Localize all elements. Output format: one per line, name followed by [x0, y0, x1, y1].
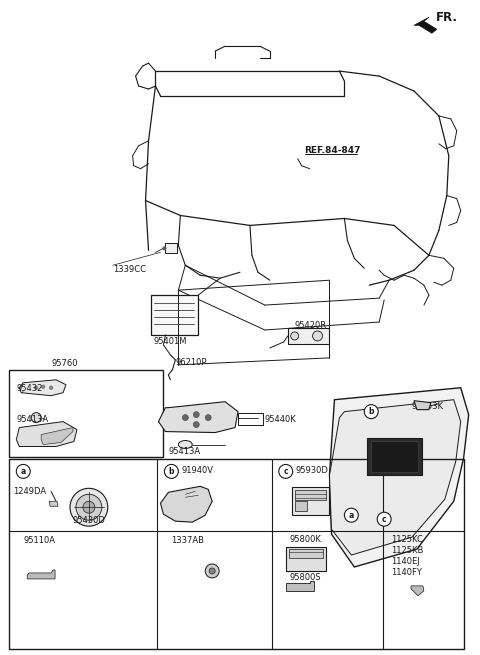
Circle shape	[193, 422, 199, 428]
Text: 1249DA: 1249DA	[13, 487, 47, 496]
Circle shape	[279, 464, 293, 478]
Polygon shape	[286, 581, 313, 591]
Text: 1140EJ: 1140EJ	[391, 557, 420, 566]
Text: 95110A: 95110A	[23, 536, 55, 545]
Bar	[288, 549, 323, 558]
Text: 97253K: 97253K	[411, 402, 443, 411]
Text: 95413A: 95413A	[168, 447, 201, 457]
Text: 91940V: 91940V	[181, 466, 213, 476]
Text: b: b	[369, 407, 374, 416]
Polygon shape	[329, 400, 461, 555]
Text: c: c	[382, 515, 386, 524]
Circle shape	[291, 332, 299, 340]
Polygon shape	[414, 17, 437, 33]
Circle shape	[16, 464, 30, 478]
Bar	[288, 328, 329, 344]
Text: 95420R: 95420R	[295, 321, 327, 330]
Circle shape	[165, 464, 179, 478]
Circle shape	[163, 247, 166, 250]
Text: FR.: FR.	[436, 11, 458, 24]
Bar	[292, 487, 329, 515]
Text: 95432: 95432	[16, 384, 43, 393]
Polygon shape	[411, 586, 424, 596]
Circle shape	[83, 501, 95, 514]
Polygon shape	[160, 486, 212, 522]
Polygon shape	[49, 501, 58, 506]
Circle shape	[205, 415, 211, 421]
Circle shape	[182, 415, 188, 421]
Circle shape	[41, 385, 45, 388]
Text: 1339CC: 1339CC	[113, 265, 146, 274]
Bar	[238, 413, 263, 424]
Bar	[151, 295, 198, 335]
Circle shape	[49, 386, 53, 390]
Polygon shape	[27, 570, 55, 579]
Circle shape	[205, 564, 219, 578]
Ellipse shape	[179, 441, 192, 449]
Text: 95440K: 95440K	[265, 415, 297, 424]
Bar	[295, 491, 326, 500]
Bar	[286, 547, 325, 571]
Circle shape	[312, 331, 323, 341]
Text: 95800K: 95800K	[290, 535, 322, 544]
Text: a: a	[349, 511, 354, 519]
Text: a: a	[21, 467, 26, 476]
Circle shape	[35, 386, 38, 390]
Polygon shape	[16, 422, 77, 447]
Bar	[9, 459, 464, 648]
Text: REF.84-847: REF.84-847	[305, 146, 361, 155]
Text: 1125KB: 1125KB	[391, 546, 423, 555]
Text: 1337AB: 1337AB	[171, 536, 204, 545]
Text: 95760: 95760	[51, 359, 78, 368]
Polygon shape	[414, 401, 431, 409]
Polygon shape	[158, 402, 238, 432]
Polygon shape	[329, 388, 468, 567]
Circle shape	[193, 411, 199, 418]
Circle shape	[377, 512, 391, 526]
Circle shape	[31, 413, 41, 422]
Text: 1140FY: 1140FY	[391, 568, 422, 577]
Bar	[9, 370, 164, 457]
Text: 95413A: 95413A	[16, 415, 48, 424]
Bar	[166, 244, 178, 253]
Bar	[371, 441, 418, 472]
Text: b: b	[168, 467, 174, 476]
Bar	[367, 438, 422, 476]
Text: 1125KC: 1125KC	[391, 535, 423, 544]
Text: 95430D: 95430D	[73, 516, 106, 525]
Circle shape	[209, 568, 215, 574]
Text: 95800S: 95800S	[290, 573, 321, 582]
Polygon shape	[19, 380, 66, 396]
Polygon shape	[41, 428, 73, 445]
Text: 95930D: 95930D	[296, 466, 328, 476]
Text: 95401M: 95401M	[154, 337, 187, 346]
Bar	[295, 501, 307, 511]
Text: 96210P: 96210P	[175, 358, 207, 367]
Circle shape	[76, 495, 102, 520]
Circle shape	[70, 489, 108, 526]
Circle shape	[344, 508, 358, 522]
Circle shape	[364, 405, 378, 419]
Text: c: c	[283, 467, 288, 476]
